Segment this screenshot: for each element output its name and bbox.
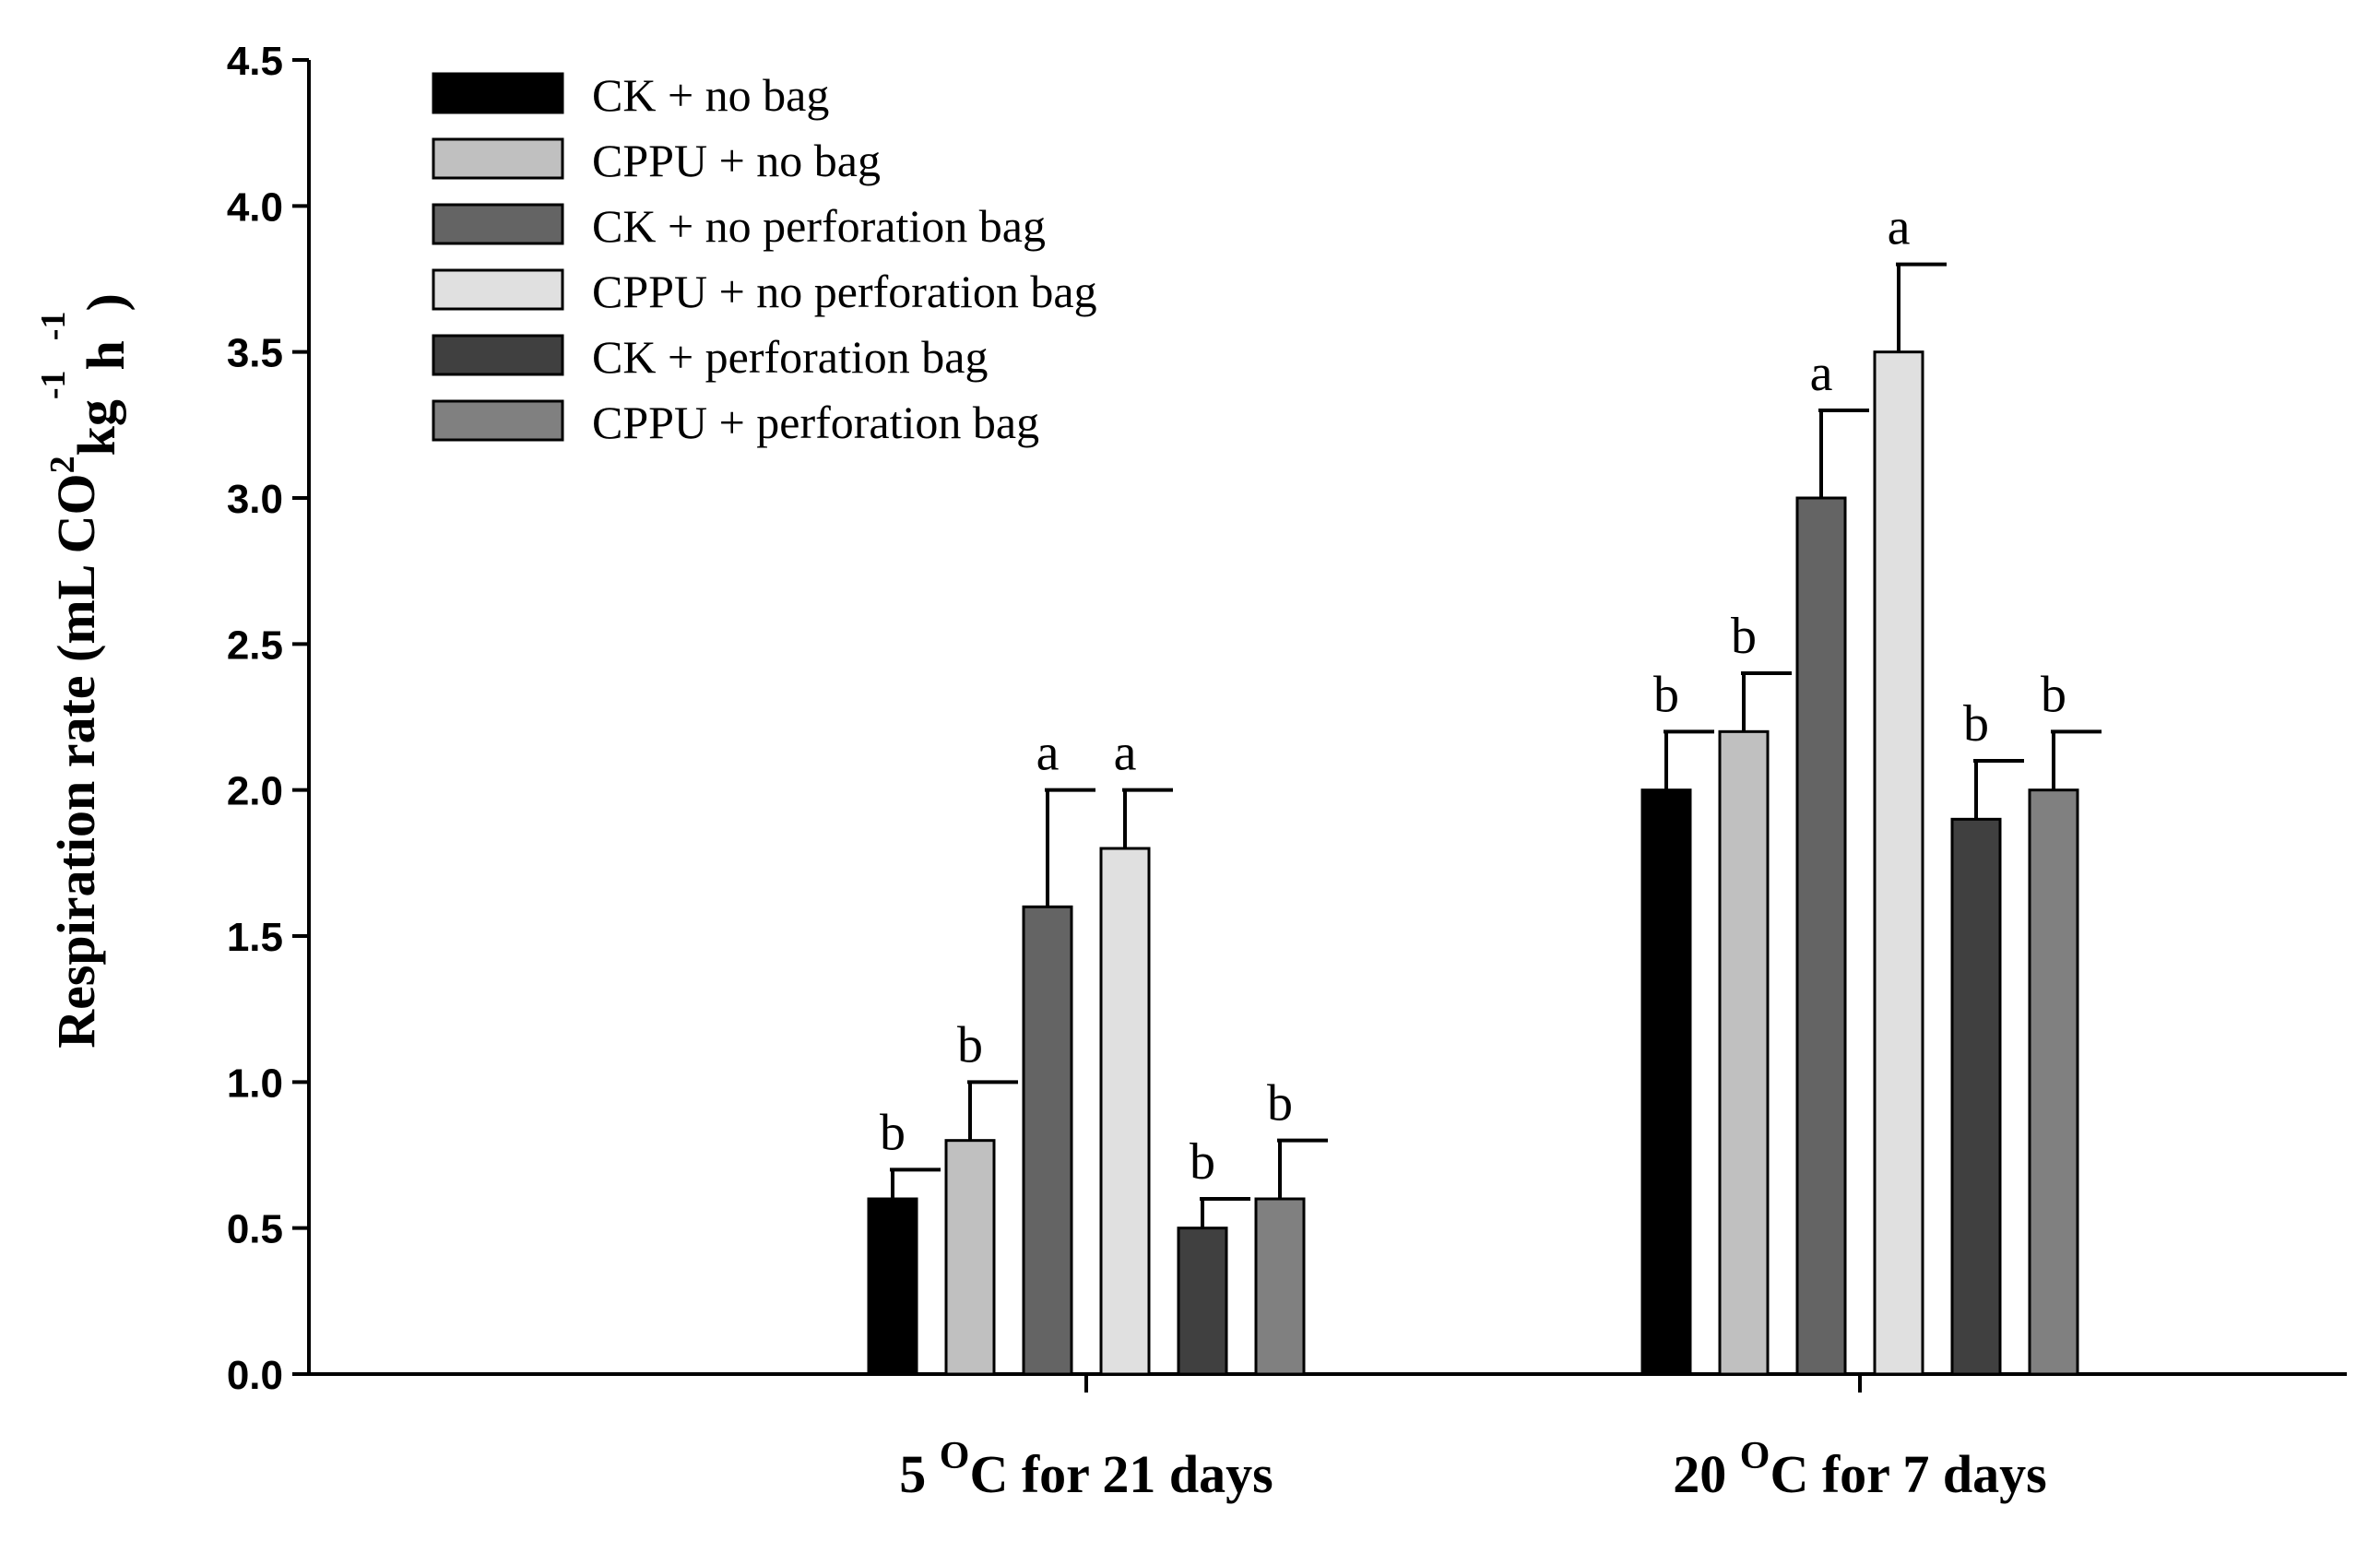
significance-letter: b xyxy=(1653,666,1679,723)
y-axis-title-part: 2 xyxy=(43,456,82,473)
legend-swatch xyxy=(432,399,564,442)
legend-label: CK + no bag xyxy=(592,69,829,121)
y-axis-title-part: -1 xyxy=(34,312,73,341)
legend-swatch xyxy=(432,203,564,245)
y-tick-label: 0.5 xyxy=(227,1207,283,1252)
bar xyxy=(944,1139,996,1376)
y-axis-title-part: h xyxy=(76,340,136,370)
bar xyxy=(1177,1227,1228,1376)
x-category-label-part: C for 21 days xyxy=(969,1444,1273,1504)
legend-label: CK + no perforation bag xyxy=(592,200,1046,252)
bar xyxy=(2028,788,2079,1376)
legend-label: CPPU + no perforation bag xyxy=(592,266,1097,317)
significance-letter: a xyxy=(1810,345,1833,402)
x-category-label-part: 20 xyxy=(1673,1444,1740,1504)
y-tick-label: 2.0 xyxy=(227,769,283,814)
bar xyxy=(1873,350,1924,1376)
bar xyxy=(1950,817,2002,1376)
significance-letter: b xyxy=(2041,666,2066,723)
x-category-label-sup: O xyxy=(1740,1435,1770,1477)
y-axis-title-part: Respiration rate (mL CO xyxy=(46,473,106,1048)
y-tick-label: 1.5 xyxy=(227,915,283,960)
legend-swatch xyxy=(432,72,564,114)
legend-swatch xyxy=(432,137,564,180)
x-category-label-sup: O xyxy=(940,1435,970,1477)
significance-letter: a xyxy=(1036,725,1060,782)
y-tick-label: 3.0 xyxy=(227,477,283,522)
y-tick-label: 0.0 xyxy=(227,1353,283,1398)
y-tick-label: 4.5 xyxy=(227,39,283,84)
significance-letter: a xyxy=(1114,725,1137,782)
legend: CK + no bag CPPU + no bag CK + no perforat… xyxy=(432,69,1097,448)
legend-swatch xyxy=(432,334,564,376)
y-tick-label: 3.5 xyxy=(227,331,283,376)
x-category-label-part: C for 7 days xyxy=(1770,1444,2046,1504)
bar xyxy=(867,1197,918,1376)
y-tick-label: 2.5 xyxy=(227,622,283,668)
y-tick-label: 4.0 xyxy=(227,184,283,230)
axes: 0.0 0.5 1.0 1.5 2.0 2.5 3.0 3.5 4.0 4.5 Respiratio… xyxy=(34,39,2347,1504)
significance-letter: b xyxy=(880,1104,906,1161)
legend-label: CPPU + no bag xyxy=(592,135,881,186)
bar xyxy=(1640,788,1692,1376)
significance-letter: b xyxy=(1190,1133,1215,1191)
legend-label: CPPU + perforation bag xyxy=(592,397,1039,448)
x-category-label: 5 OC for 21 days xyxy=(899,1435,1273,1504)
bar xyxy=(1022,905,1073,1376)
y-axis-title-part: ) xyxy=(76,293,136,311)
y-tick-label: 1.0 xyxy=(227,1061,283,1106)
bar xyxy=(1099,847,1151,1376)
significance-letter: b xyxy=(1963,695,1989,753)
y-axis-title: Respiration rate (mL CO2kg-1h-1) xyxy=(34,293,136,1049)
y-axis-title-part: -1 xyxy=(34,370,73,399)
bar xyxy=(1795,496,1847,1376)
bar xyxy=(1254,1197,1306,1376)
significance-letter: b xyxy=(1731,608,1757,665)
x-category-label: 20 OC for 7 days xyxy=(1673,1435,2046,1504)
legend-swatch xyxy=(432,268,564,311)
significance-letter: b xyxy=(1267,1075,1293,1132)
bar xyxy=(1718,729,1770,1376)
x-category-label-part: 5 xyxy=(899,1444,940,1504)
y-axis-title-part: kg xyxy=(66,399,126,456)
significance-letter: b xyxy=(957,1016,983,1073)
significance-letter: a xyxy=(1888,199,1911,256)
legend-label: CK + perforation bag xyxy=(592,331,988,383)
